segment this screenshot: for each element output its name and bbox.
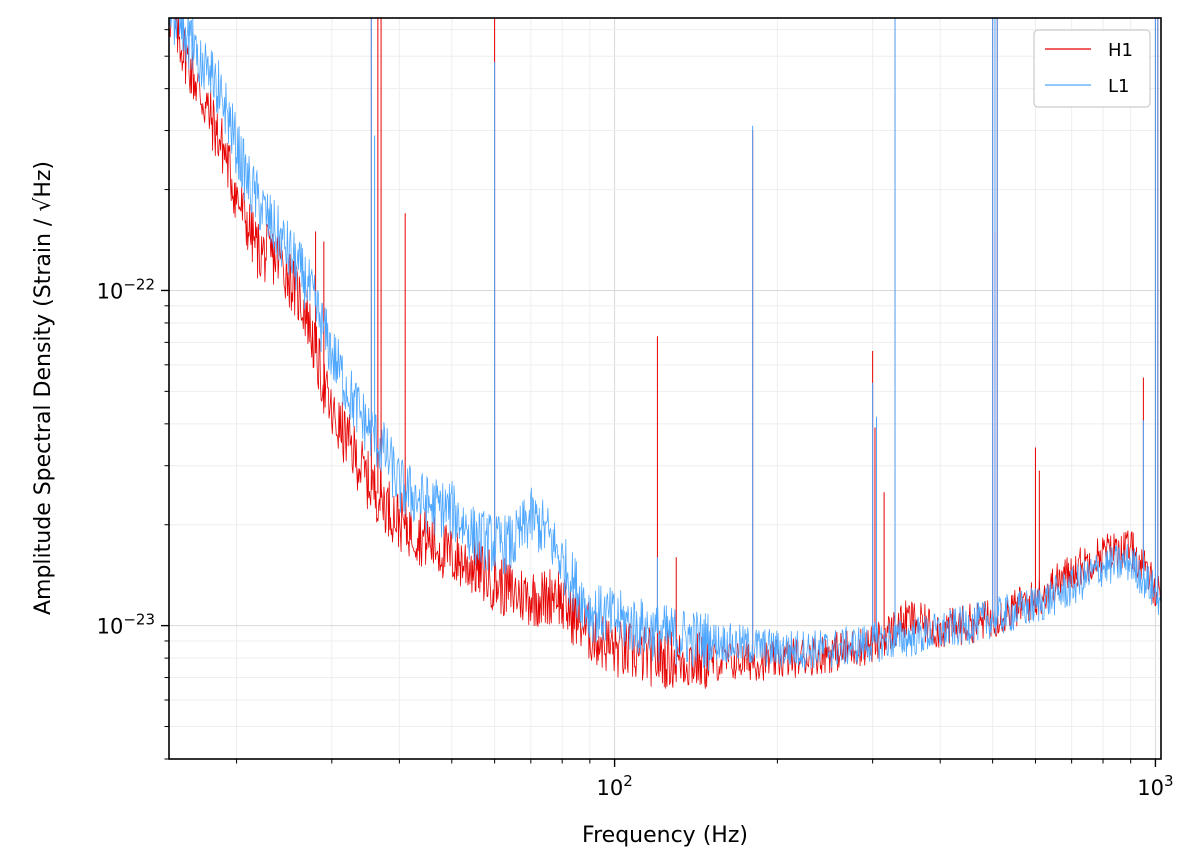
x-tick-label: 102 [596, 772, 632, 800]
plot-area-frame [168, 17, 1162, 760]
series-l1-line [169, 18, 1161, 672]
x-tick-label: 103 [1137, 772, 1173, 800]
legend: H1 L1 [1033, 29, 1151, 108]
legend-h1-label: H1 [1108, 40, 1133, 61]
series-l1 [169, 18, 1161, 672]
axis-ticks: 102 103 10−23 10−22 [97, 29, 1174, 800]
y-axis-label: Amplitude Spectral Density (Strain / √Hz… [31, 161, 56, 615]
legend-l1-label: L1 [1108, 76, 1129, 97]
series-h1-line [169, 18, 1161, 689]
x-axis-label: Frequency (Hz) [582, 823, 748, 848]
series-layer [169, 18, 1161, 689]
y-tick-label: 10−23 [97, 611, 155, 639]
y-tick-label: 10−22 [97, 275, 155, 303]
